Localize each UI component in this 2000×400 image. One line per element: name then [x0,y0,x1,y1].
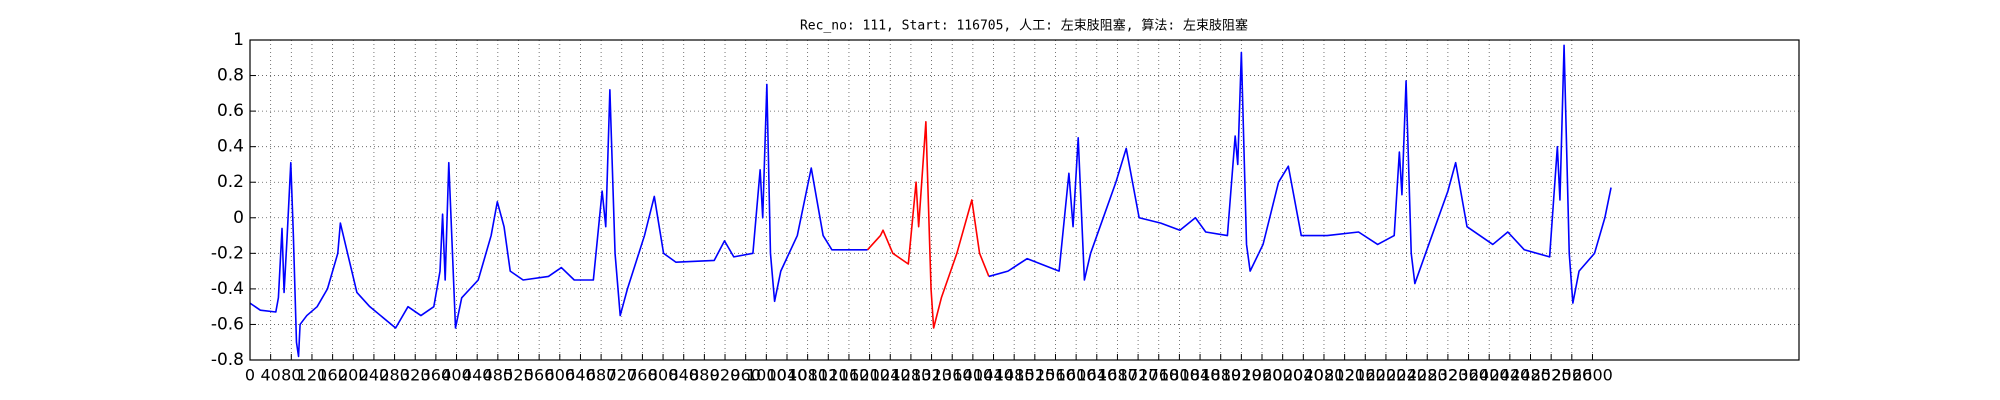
y-tick-label: 0.6 [217,101,244,121]
x-tick-label: 2040 [1283,366,1324,385]
x-tick-label: 1440 [973,366,1014,385]
x-tick-label: 520 [503,366,534,385]
x-tick-label: 680 [586,366,617,385]
chart-title: Rec_no: 111, Start: 116705, 人工: 左束肢阻塞, 算… [800,18,1248,34]
x-tick-label: 560 [524,366,555,385]
x-tick-label: 2440 [1489,366,1530,385]
x-tick-label: 1000 [746,366,787,385]
x-tick-label: 1480 [994,366,1035,385]
x-tick-label: 960 [730,366,761,385]
x-tick-label: 1320 [911,366,952,385]
x-tick-label: 2200 [1366,366,1407,385]
x-tick-label: 200 [338,366,369,385]
y-tick-label: -0.4 [211,279,244,299]
x-tick-label: 2560 [1551,366,1592,385]
x-tick-label: 1400 [953,366,994,385]
x-tick-label: 440 [462,366,493,385]
y-tick-label: 0.8 [217,66,244,86]
x-tick-label: 400 [441,366,472,385]
x-tick-label: 1520 [1014,366,1055,385]
x-tick-label: 1840 [1180,366,1221,385]
y-tick-label: -0.2 [211,243,244,263]
x-tick-label: 840 [668,366,699,385]
x-tick-label: 1760 [1138,366,1179,385]
x-tick-label: 2240 [1386,366,1427,385]
x-tick-label: 920 [710,366,741,385]
x-tick-label: 800 [648,366,679,385]
x-tick-label: 360 [421,366,452,385]
x-tick-label: 1920 [1221,366,1262,385]
x-tick-label: 720 [606,366,637,385]
x-tick-label: 2360 [1448,366,1489,385]
x-tick-label: 2480 [1510,366,1551,385]
x-tick-label: 280 [379,366,410,385]
x-tick-label: 240 [359,366,390,385]
x-tick-label: 320 [400,366,431,385]
x-tick-label: 0 [245,366,255,385]
x-tick-label: 600 [545,366,576,385]
x-tick-label: 80 [281,366,301,385]
x-tick-label: 1600 [1056,366,1097,385]
x-tick-label: 1720 [1118,366,1159,385]
y-tick-label: 0 [233,208,244,228]
x-tick-label: 2120 [1324,366,1365,385]
x-tick-label: 1560 [1035,366,1076,385]
x-tick-label: 2600 [1572,366,1613,385]
x-tick-label: 1640 [1076,366,1117,385]
plot-frame [249,39,1800,361]
x-tick-label: 1280 [891,366,932,385]
x-tick-label: 1160 [829,366,870,385]
x-tick-label: 1680 [1097,366,1138,385]
x-tick-label: 2320 [1428,366,1469,385]
y-tick-label: -0.6 [211,314,244,334]
x-tick-label: 2400 [1469,366,1510,385]
x-tick-label: 2080 [1304,366,1345,385]
x-tick-label: 640 [565,366,596,385]
x-tick-label: 1960 [1242,366,1283,385]
x-tick-label: 2000 [1262,366,1303,385]
x-tick-label: 160 [317,366,348,385]
ecg-line [988,44,1612,304]
x-tick-label: 1080 [787,366,828,385]
y-tick-label: 0.2 [217,172,244,192]
x-tick-label: 1880 [1200,366,1241,385]
y-tick-label: 1 [233,30,244,50]
x-tick-label: 1360 [932,366,973,385]
x-tick-label: 760 [627,366,658,385]
x-tick-label: 880 [689,366,720,385]
x-tick-label: 1200 [849,366,890,385]
x-tick-label: 2160 [1345,366,1386,385]
ecg-line [249,83,868,358]
x-tick-label: 1040 [767,366,808,385]
x-tick-label: 40 [260,366,280,385]
x-tick-label: 2520 [1531,366,1572,385]
y-tick-label: 0.4 [217,137,244,157]
x-tick-label: 1800 [1159,366,1200,385]
y-tick-label: -0.8 [211,350,244,370]
x-tick-label: 2280 [1407,366,1448,385]
x-tick-label: 1120 [808,366,849,385]
x-tick-label: 480 [483,366,514,385]
ecg-line [866,120,990,329]
x-tick-label: 120 [297,366,328,385]
x-tick-label: 1240 [870,366,911,385]
